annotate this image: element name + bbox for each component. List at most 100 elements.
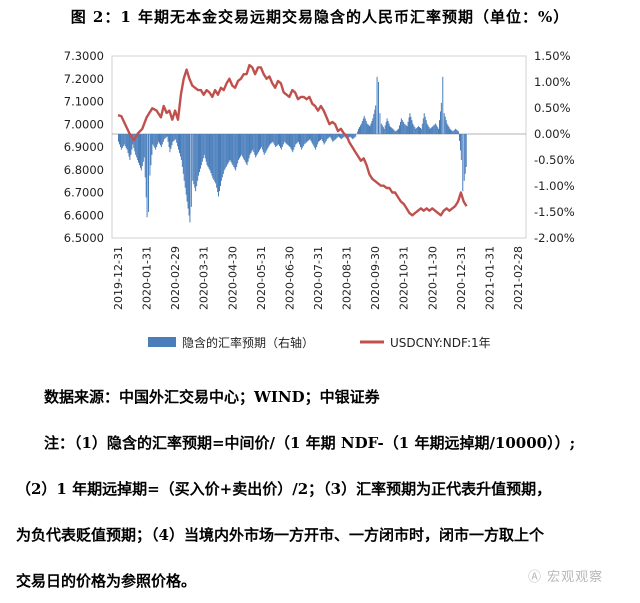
bar	[159, 134, 160, 144]
bar	[320, 134, 321, 141]
bar	[276, 134, 278, 147]
bar	[460, 134, 461, 151]
x-tick-label: 2020-01-31	[141, 246, 154, 310]
bar	[280, 134, 282, 150]
bar	[241, 134, 243, 157]
bar	[348, 134, 350, 138]
bar	[367, 124, 369, 134]
y-axis-left: 6.5000 6.6000 6.7000 6.8000 6.9000 7.0000 7.10…	[64, 49, 104, 245]
bar	[350, 134, 352, 138]
bar	[120, 134, 122, 150]
bar	[407, 121, 409, 134]
plot-frame	[111, 55, 527, 239]
bar	[343, 134, 345, 137]
bar	[332, 134, 334, 142]
bar	[225, 134, 227, 167]
bar	[264, 134, 266, 154]
bar	[398, 128, 399, 134]
bar	[378, 82, 379, 134]
bar	[319, 134, 320, 141]
bar	[336, 134, 338, 139]
bar	[234, 134, 236, 169]
bar	[360, 125, 361, 134]
bar	[409, 113, 411, 134]
x-axis: 2019-12-31 2020-01-31 2020-02-29 2020-03-31…	[112, 246, 525, 310]
bar	[304, 134, 306, 144]
bar	[313, 134, 315, 147]
bar	[195, 134, 197, 192]
bar	[220, 134, 222, 181]
y-left-tick-label: 7.2000	[64, 72, 104, 86]
bar	[370, 123, 372, 134]
bar	[415, 128, 417, 134]
bar	[223, 134, 225, 171]
bar	[171, 134, 173, 146]
bar	[261, 134, 263, 150]
bar	[290, 134, 292, 149]
bar	[454, 129, 456, 134]
y-left-tick-label: 6.9000	[64, 140, 104, 154]
bar	[211, 134, 213, 176]
bar	[354, 134, 356, 138]
bar	[212, 134, 214, 179]
bar	[341, 134, 343, 139]
bar	[288, 134, 290, 147]
bar	[179, 134, 180, 154]
bar	[224, 134, 226, 169]
bar	[269, 134, 271, 145]
bar	[198, 134, 199, 176]
x-tick-label: 2020-05-31	[255, 246, 268, 310]
bar	[257, 134, 259, 154]
bar	[423, 113, 425, 134]
bar	[119, 134, 120, 145]
bar	[355, 134, 357, 137]
bar	[138, 134, 139, 163]
bar	[391, 127, 393, 134]
x-tick-label: 2020-08-31	[341, 246, 354, 310]
bar	[260, 134, 262, 147]
bar	[238, 134, 239, 160]
bar	[229, 134, 231, 160]
bar	[142, 134, 144, 162]
bar	[351, 134, 353, 139]
bar	[270, 134, 272, 144]
bar	[326, 134, 328, 140]
note-line-1: 注：（1）隐含的汇率预期=中间价/（1 年期 NDF-（1 年期远掉期/1000…	[44, 434, 576, 452]
bar	[255, 134, 257, 158]
bar	[325, 134, 327, 141]
bar	[186, 134, 188, 202]
bar	[394, 130, 396, 134]
bar	[197, 134, 199, 181]
bar	[337, 134, 339, 138]
bar	[243, 134, 245, 160]
bar	[139, 134, 140, 166]
bar	[438, 128, 439, 134]
bar	[247, 134, 249, 162]
bar	[130, 134, 132, 155]
bar	[278, 134, 279, 145]
bar	[235, 134, 237, 171]
bar	[416, 127, 418, 134]
bar	[125, 134, 127, 148]
bar	[129, 134, 131, 160]
bar	[149, 134, 151, 176]
bar	[155, 134, 157, 150]
legend-bar-swatch	[148, 337, 176, 347]
bar	[271, 134, 273, 143]
bar	[359, 127, 360, 134]
bar	[190, 134, 192, 207]
bar	[390, 127, 392, 134]
x-tick-label: 2021-01-31	[483, 246, 496, 310]
bar	[140, 134, 141, 168]
bar	[366, 123, 368, 134]
bar	[373, 114, 375, 134]
bar	[206, 134, 208, 166]
bar	[459, 134, 460, 141]
bar	[305, 134, 307, 143]
bar	[436, 125, 438, 134]
bar	[375, 105, 377, 134]
bar	[144, 134, 146, 178]
bar	[428, 127, 430, 134]
bar	[310, 134, 312, 141]
bar	[311, 134, 313, 143]
